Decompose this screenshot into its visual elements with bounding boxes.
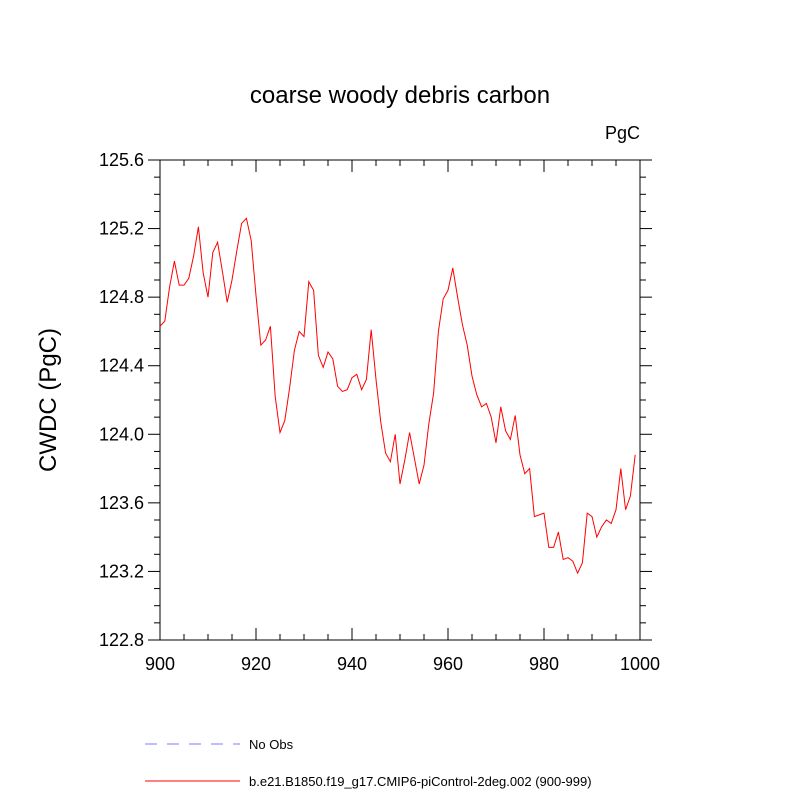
x-tick-label: 900 bbox=[145, 654, 175, 674]
x-tick-label: 980 bbox=[529, 654, 559, 674]
x-axis-tick-labels: 900 920 940 960 980 1000 bbox=[145, 654, 660, 674]
y-tick-label: 125.6 bbox=[99, 150, 144, 170]
series-line-0 bbox=[159, 217, 636, 575]
y-axis-label: CWDC (PgC) bbox=[35, 328, 62, 472]
series-layer bbox=[159, 217, 636, 575]
y-tick-label: 123.2 bbox=[99, 561, 144, 581]
units-label: PgC bbox=[605, 123, 640, 143]
y-tick-label: 124.4 bbox=[99, 356, 144, 376]
y-tick-label: 124.0 bbox=[99, 424, 144, 444]
x-tick-label: 960 bbox=[433, 654, 463, 674]
x-tick-label: 920 bbox=[241, 654, 271, 674]
y-axis-ticks bbox=[148, 159, 652, 641]
legend: No Obs b.e21.B1850.f19_g17.CMIP6-piContr… bbox=[145, 737, 592, 789]
legend-label-no-obs: No Obs bbox=[249, 737, 294, 752]
y-tick-label: 123.6 bbox=[99, 493, 144, 513]
x-tick-label: 940 bbox=[337, 654, 367, 674]
x-axis-ticks bbox=[159, 160, 641, 640]
y-tick-label: 122.8 bbox=[99, 630, 144, 650]
y-tick-label: 125.2 bbox=[99, 219, 144, 239]
x-tick-label: 1000 bbox=[620, 654, 660, 674]
y-tick-label: 124.8 bbox=[99, 287, 144, 307]
chart-title: coarse woody debris carbon bbox=[250, 82, 550, 109]
plot-frame bbox=[159, 159, 641, 641]
y-axis-tick-labels: 122.8 123.2 123.6 124.0 124.4 124.8 125.2 125.6 bbox=[99, 150, 144, 650]
legend-label-model-run: b.e21.B1850.f19_g17.CMIP6-piControl-2deg… bbox=[249, 774, 592, 789]
